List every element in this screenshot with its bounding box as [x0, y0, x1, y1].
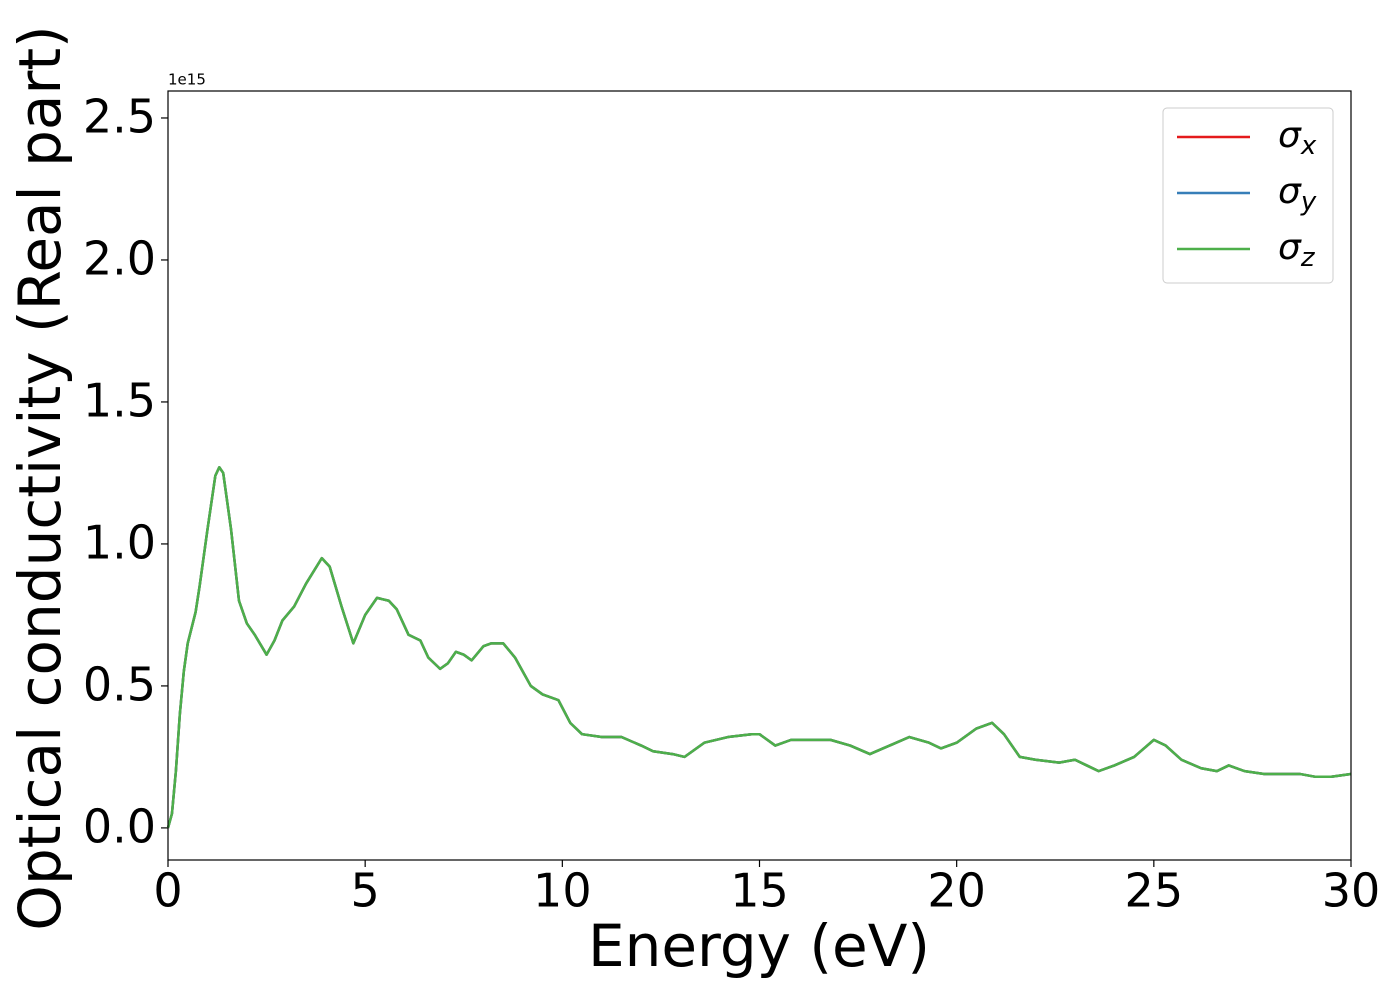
y-tick-label: 1.0 [83, 515, 156, 569]
legend-label: σx [1278, 115, 1317, 161]
legend-label: σy [1278, 171, 1317, 217]
x-tick-label: 25 [1125, 864, 1184, 918]
legend-box [1162, 107, 1334, 284]
x-tick-label: 10 [533, 864, 592, 918]
x-tick-label: 15 [730, 864, 789, 918]
x-tick-label: 0 [153, 864, 182, 918]
y-axis-label: Optical conductivity (Real part) [6, 25, 74, 930]
y-offset-label: 1e15 [168, 71, 206, 89]
legend-label: σz [1278, 227, 1316, 273]
plot-frame [167, 90, 1352, 861]
x-axis-label: Energy (eV) [588, 912, 930, 980]
series-line [166, 466, 1352, 829]
x-tick-label: 5 [351, 864, 380, 918]
y-tick-label: 1.5 [83, 373, 156, 427]
x-tick-label: 20 [927, 864, 986, 918]
y-tick-label: 0.0 [83, 799, 156, 853]
y-tick-label: 2.5 [83, 89, 156, 143]
y-tick-label: 2.0 [83, 231, 156, 285]
y-tick-label: 0.5 [83, 657, 156, 711]
x-tick-label: 30 [1322, 864, 1381, 918]
